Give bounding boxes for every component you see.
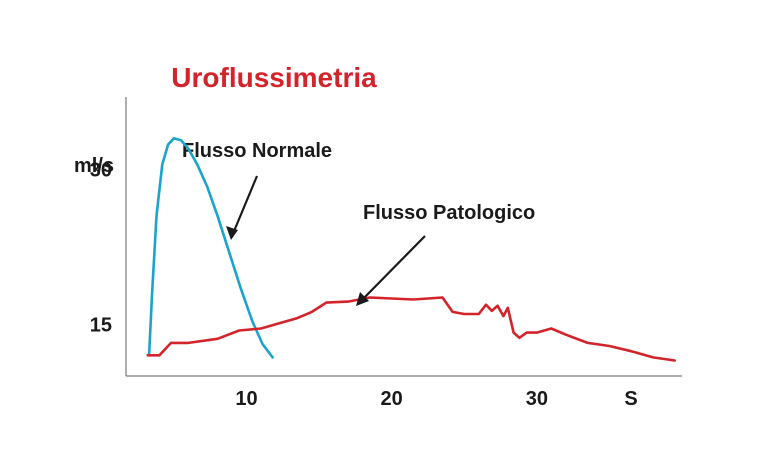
chart-title: Uroflussimetria [171, 62, 377, 93]
x-tick-label: 10 [235, 388, 257, 410]
arrowhead-pathological-flow [356, 292, 369, 306]
arrow-normal-flow [230, 175, 259, 237]
x-tick-label: 30 [526, 388, 548, 410]
y-tick-label: 30 [90, 159, 112, 181]
annotation-pathological-flow: Flusso Patologico [363, 202, 536, 224]
arrowhead-normal-flow [226, 226, 238, 240]
y-axis-label: ml/s [74, 155, 115, 177]
series-line-pathological-flow [146, 296, 676, 362]
series-line-normal-flow [147, 137, 274, 359]
annotation-normal-flow: Flusso Normale [182, 140, 333, 162]
y-tick-label: 15 [90, 314, 112, 336]
x-tick-label: 20 [381, 388, 403, 410]
x-axis-label: S [624, 388, 637, 410]
arrow-pathological-flow [359, 235, 426, 303]
